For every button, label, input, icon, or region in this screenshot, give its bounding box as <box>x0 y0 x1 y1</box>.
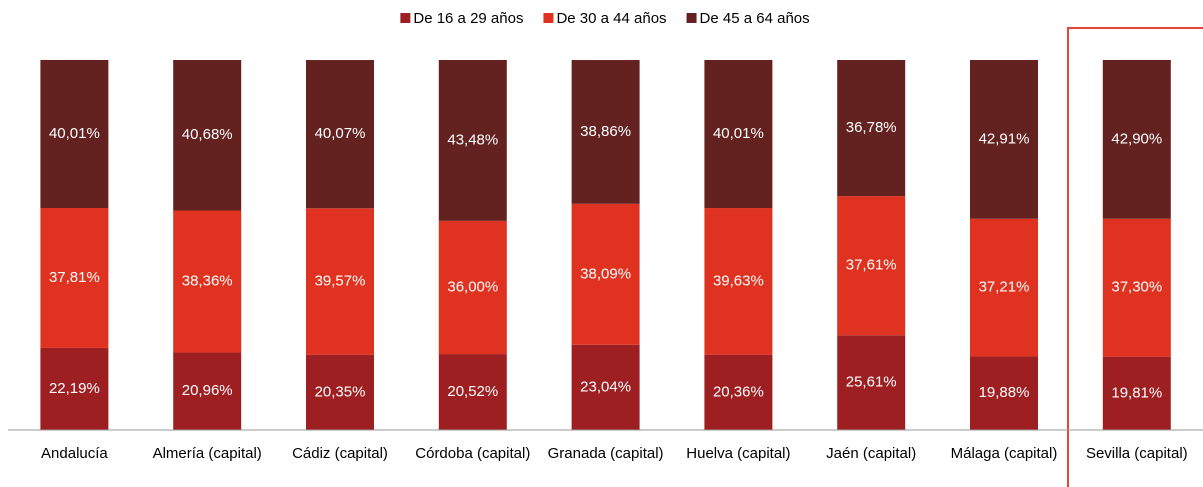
value-label: 39,63% <box>713 272 764 289</box>
x-tick-label: Córdoba (capital) <box>415 445 531 462</box>
bar-segment <box>571 203 640 345</box>
bar-segment <box>970 356 1038 430</box>
x-tick-label: Málaga (capital) <box>950 445 1058 462</box>
bar-segment <box>40 347 109 430</box>
bar-segment <box>438 220 507 355</box>
bar-segment <box>438 60 507 221</box>
bar-segment <box>704 354 773 430</box>
value-label: 37,21% <box>979 279 1030 296</box>
legend-swatch <box>686 13 697 23</box>
bar-segment <box>306 60 374 209</box>
value-label: 36,00% <box>447 278 498 295</box>
bar-segment <box>173 352 242 430</box>
bar-segment <box>704 208 773 355</box>
bar-segment <box>173 60 242 211</box>
x-tick-label: Huelva (capital) <box>686 445 791 462</box>
value-label: 19,88% <box>979 384 1030 401</box>
x-tick-label: Cádiz (capital) <box>292 445 388 462</box>
value-label: 38,09% <box>580 265 631 282</box>
value-label: 37,30% <box>1111 279 1162 296</box>
bar-segment <box>40 59 109 209</box>
value-label: 39,57% <box>315 272 366 289</box>
value-label: 36,78% <box>846 119 897 136</box>
bar-segment <box>970 218 1038 357</box>
bar-segment <box>306 354 374 430</box>
value-label: 22,19% <box>49 380 100 397</box>
value-label: 20,36% <box>713 383 764 400</box>
x-tick-label: Sevilla (capital) <box>1085 445 1188 462</box>
bar-segment <box>970 60 1038 219</box>
x-tick-label: Jaén (capital) <box>826 445 917 462</box>
bar-segment <box>837 60 906 197</box>
legend-label: De 30 a 44 años <box>556 10 666 27</box>
value-label: 25,61% <box>846 374 897 391</box>
bar-segment <box>1102 59 1171 219</box>
value-label: 20,35% <box>315 383 366 400</box>
value-label: 37,81% <box>49 269 100 286</box>
value-label: 40,01% <box>49 125 100 142</box>
value-label: 20,96% <box>182 382 233 399</box>
bar-segment <box>837 196 906 336</box>
x-tick-label: Almería (capital) <box>152 445 262 462</box>
value-label: 37,61% <box>846 257 897 274</box>
legend-label: De 45 a 64 años <box>700 10 810 27</box>
value-label: 43,48% <box>447 131 498 148</box>
bar-segment <box>704 60 773 209</box>
legend-label: De 16 a 29 años <box>413 10 523 27</box>
bar-segment <box>40 208 109 348</box>
bar-segment <box>438 354 507 430</box>
highlight-box <box>1067 27 1203 487</box>
value-label: 23,04% <box>580 378 631 395</box>
bar-segment <box>1102 356 1171 430</box>
legend-swatch <box>400 13 411 23</box>
bar-segment <box>306 208 374 355</box>
value-label: 40,01% <box>713 125 764 142</box>
value-label: 40,07% <box>315 125 366 142</box>
value-label: 38,86% <box>580 123 631 140</box>
value-label: 42,91% <box>979 130 1030 147</box>
legend-swatch <box>543 13 554 23</box>
bar-segment <box>571 60 640 204</box>
bar-segment <box>571 344 640 430</box>
bar-segment <box>837 335 906 430</box>
value-label: 42,90% <box>1111 130 1162 147</box>
x-tick-label: Andalucía <box>41 445 108 462</box>
bar-segment <box>173 210 242 353</box>
value-label: 19,81% <box>1111 384 1162 401</box>
value-label: 38,36% <box>182 272 233 289</box>
value-label: 40,68% <box>182 126 233 143</box>
bar-segment <box>1102 218 1171 357</box>
value-label: 20,52% <box>447 383 498 400</box>
x-tick-label: Granada (capital) <box>547 445 664 462</box>
